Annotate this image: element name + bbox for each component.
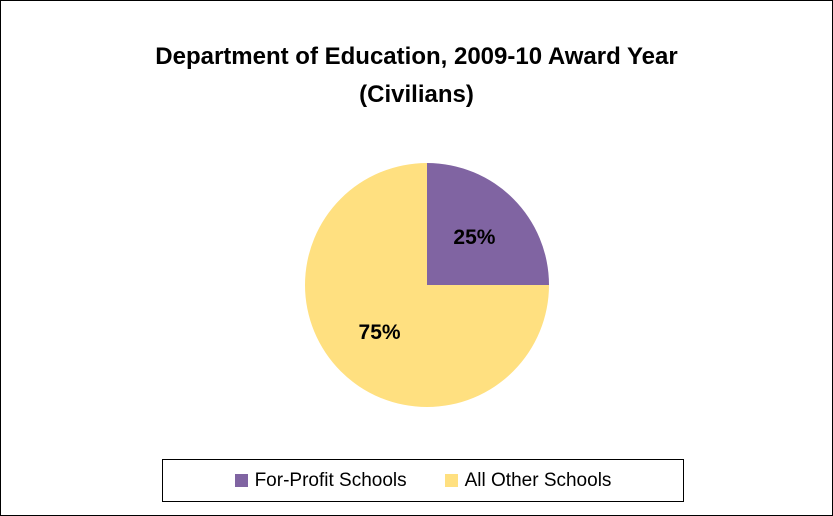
legend-item-all-other: All Other Schools	[444, 469, 612, 492]
legend-swatch-for-profit	[234, 474, 248, 487]
chart-legend: For-Profit Schools All Other Schools	[162, 459, 684, 502]
chart-title-line-1: Department of Education, 2009-10 Award Y…	[155, 43, 678, 70]
pie-slice-all-other-schools	[305, 163, 549, 407]
pie-slice-for-profit-schools	[427, 163, 549, 285]
legend-swatch-all-other	[444, 474, 458, 487]
chart-title: Department of Education, 2009-10 Award Y…	[0, 38, 833, 114]
legend-label-all-other: All Other Schools	[464, 469, 612, 491]
chart-title-line-2: (Civilians)	[359, 81, 474, 108]
pie-data-label-for-profit-schools: 25%	[453, 226, 495, 249]
pie-data-label-all-other-schools: 75%	[359, 321, 401, 344]
legend-label-for-profit: For-Profit Schools	[254, 469, 407, 491]
legend-item-for-profit: For-Profit Schools	[234, 469, 407, 492]
